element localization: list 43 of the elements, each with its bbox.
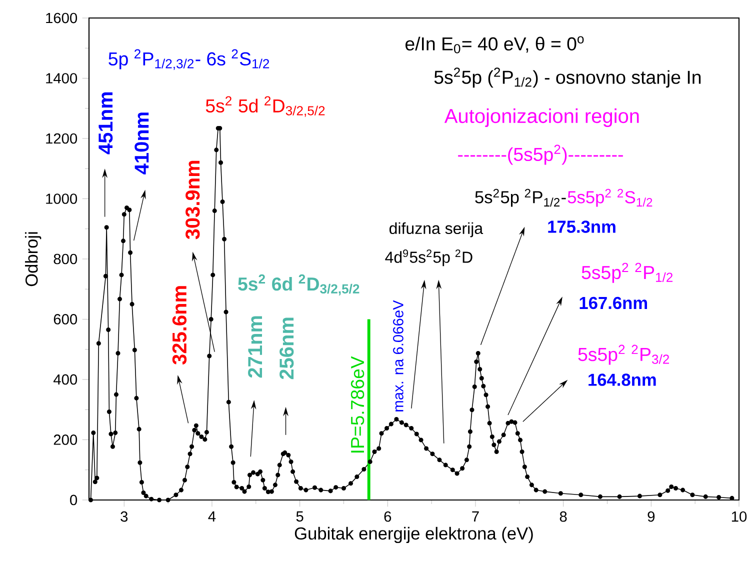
y-tick-label: 1600 (46, 12, 78, 24)
annotation: 5s$^{2}$ 5d $^{2}$D$_{3/2,5/2}$ (206, 96, 325, 117)
annotation: 256nm (280, 318, 294, 380)
annotation: 325.6nm (172, 286, 187, 365)
y-tick-label: 0 (70, 494, 78, 506)
annotation: 175.3nm (548, 220, 616, 233)
ref-line-label: IP=5.786eV (350, 356, 364, 452)
annotation: 410nm (134, 112, 149, 174)
x-axis-title: Gubitak energije elektrona (eV) (294, 526, 533, 544)
annotation: 303.9nm (186, 160, 200, 240)
y-tick-label: 800 (54, 254, 78, 264)
annotation: 5s5p$^{2 2}$P$_{1/2}$ (582, 262, 673, 283)
x-tick-label: 3 (120, 511, 128, 522)
annotation: 5s5p$^{2 2}$P$_{3/2}$ (578, 344, 670, 365)
x-tick-label: 8 (560, 511, 567, 522)
x-tick-label: 9 (648, 511, 655, 522)
annotation: 164.8nm (588, 374, 656, 386)
x-tick-label: 6 (384, 511, 392, 522)
annotation: difuzna serija (389, 222, 484, 238)
annotation: e/In E$_{0}$= 40 eV, θ = 0$^{o}$ (406, 36, 584, 54)
annotation: 5s$^{2}$ 6d $^{2}$D$_{3/2,5/2}$ (238, 274, 360, 296)
annotation: --------(5s5p$^{2}$)--------- (458, 144, 623, 165)
annotation: 4d$^{9}$5s$^{2}$5p $^{2}$D (385, 250, 472, 266)
y-tick-label: 1400 (46, 73, 78, 84)
y-tick-label: 1200 (46, 133, 78, 144)
y-tick-label: 400 (53, 374, 78, 385)
annotation: 5s5p$^{2 2}$S$_{1/2}$ (568, 188, 652, 207)
annotation: 5s$^{2}$5p $^{2}$P$_{1/2}$- (475, 188, 566, 207)
y-tick-label: 200 (54, 434, 78, 445)
x-tick-label: 4 (208, 511, 216, 522)
annotation: 451nm (98, 92, 113, 154)
x-tick-label: 5 (296, 511, 304, 522)
y-tick-label: 1000 (46, 194, 78, 204)
annotation: 271nm (248, 316, 262, 378)
annotation: 5p $^{2}$P$_{1/2,3/2}$- 6s $^{2}$S$_{1/2}$ (108, 49, 270, 70)
annotation: Autojonizacioni region (444, 108, 639, 128)
x-tick-label: 10 (732, 511, 747, 522)
annotation: 167.6nm (580, 296, 648, 310)
annotation: max. na 6.066eV (393, 300, 404, 412)
y-tick-label: 600 (54, 314, 78, 324)
x-tick-label: 7 (472, 511, 479, 522)
y-axis-title: Odbroji (25, 232, 42, 286)
annotation: 5s$^{2}$5p ($^{2}$P$_{1/2}$) - osnovno stanje In (434, 68, 701, 88)
